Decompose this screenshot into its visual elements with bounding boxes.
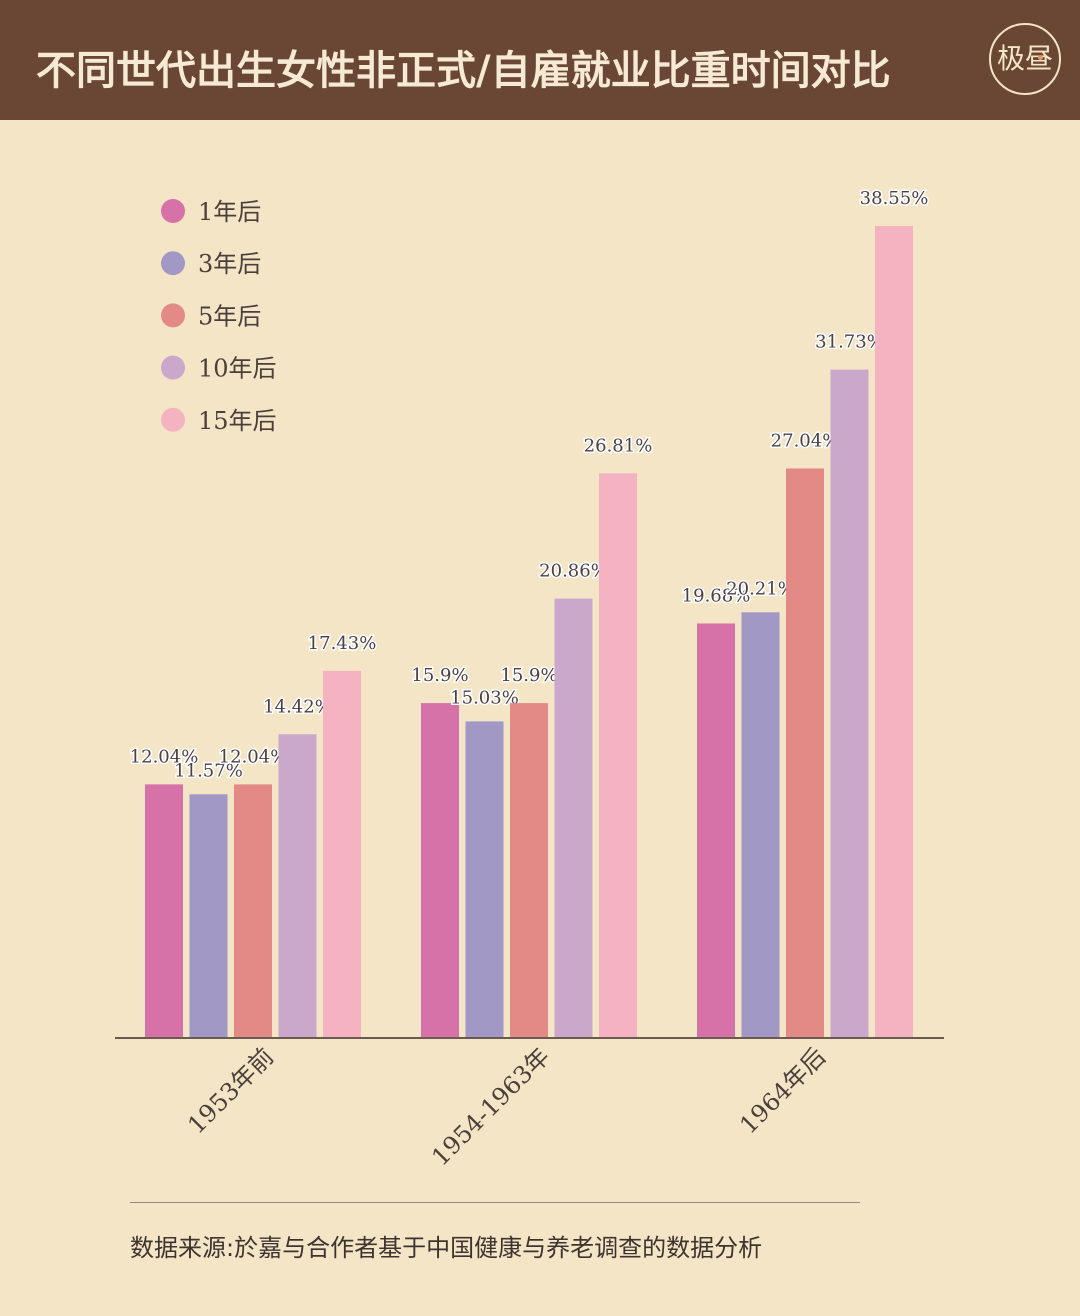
bar [875,226,913,1038]
bar [741,612,780,1038]
bar [278,734,317,1038]
legend-marker [161,199,185,223]
data-label: 20.86% [539,561,608,582]
bar [465,721,504,1038]
bar [786,468,824,1038]
source-note: 数据来源:於嘉与合作者基于中国健康与养老调查的数据分析 [130,1234,763,1262]
divider [130,1202,860,1203]
legend-label: 10年后 [198,355,277,383]
bar [554,598,593,1038]
bar [599,473,637,1038]
bar [323,670,361,1038]
legend-label: 1年后 [198,198,261,226]
data-label: 12.04% [219,746,288,767]
data-label: 17.43% [308,633,377,654]
data-label: 12.04% [130,746,199,767]
page-title: 不同世代出生女性非正式/自雇就业比重时间对比 [36,48,891,94]
legend-marker [161,355,185,380]
bar [189,794,228,1038]
data-label: 27.04% [771,430,840,451]
bar [234,784,272,1038]
data-label: 38.55% [860,188,929,209]
data-label: 15.03% [450,687,519,708]
data-label: 15.9% [500,665,557,686]
x-tick-label: 1964年后 [734,1042,831,1139]
bar [697,623,735,1038]
bar [510,703,548,1038]
logo: 极昼 [989,23,1061,95]
data-label: 14.42% [263,696,332,717]
legend-label: 5年后 [198,302,261,330]
data-label: 31.73% [815,332,884,353]
bar [830,369,869,1038]
bar [421,703,459,1038]
x-tick-label: 1954-1963年 [426,1042,555,1171]
legend-label: 3年后 [198,250,261,278]
legend-label: 15年后 [198,407,277,435]
data-label: 20.21% [726,578,795,599]
x-tick-label: 1953年前 [182,1042,279,1139]
data-label: 19.68% [682,585,751,606]
data-label: 26.81% [584,435,653,456]
legend-marker [161,407,185,432]
legend-marker [161,251,185,276]
legend-marker [161,303,185,328]
data-label: 11.57% [174,760,243,781]
title-bar: 不同世代出生女性非正式/自雇就业比重时间对比 极昼 [0,0,1080,120]
data-label: 15.9% [411,665,468,686]
bar [145,784,183,1038]
